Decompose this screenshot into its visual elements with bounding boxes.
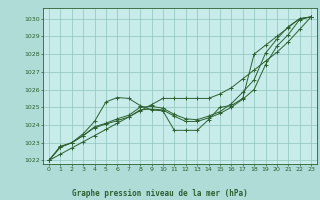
Text: Graphe pression niveau de la mer (hPa): Graphe pression niveau de la mer (hPa) bbox=[72, 189, 248, 198]
